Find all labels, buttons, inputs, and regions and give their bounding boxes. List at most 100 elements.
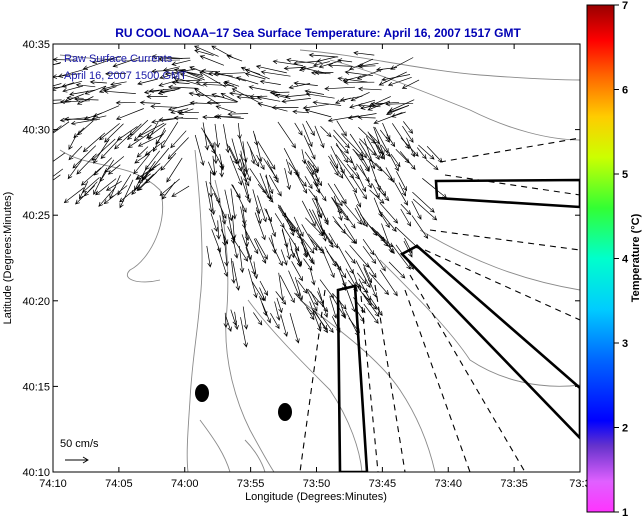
current-vector xyxy=(68,145,83,161)
current-vector xyxy=(330,145,345,175)
current-vector xyxy=(244,68,261,75)
current-vector xyxy=(53,168,64,177)
current-vector xyxy=(390,57,414,70)
current-vector xyxy=(320,207,329,226)
current-vector xyxy=(411,200,422,220)
current-vector xyxy=(328,63,353,68)
current-vector xyxy=(331,316,341,333)
current-vector xyxy=(390,153,401,168)
current-vector xyxy=(103,89,136,94)
current-vector xyxy=(302,123,313,148)
current-vector xyxy=(378,71,407,86)
current-vector xyxy=(148,87,180,94)
current-vector xyxy=(93,157,113,176)
current-vector xyxy=(141,166,156,180)
current-vector xyxy=(75,185,96,205)
current-vector xyxy=(136,146,149,158)
current-vector xyxy=(356,163,370,183)
current-vector xyxy=(377,144,386,160)
current-vector xyxy=(395,226,419,249)
current-vector xyxy=(171,185,190,197)
current-vector xyxy=(394,182,408,206)
current-vector xyxy=(363,295,380,318)
current-vector xyxy=(356,62,379,69)
current-vector xyxy=(375,162,393,181)
colorbar-tick-label: 7 xyxy=(622,0,628,12)
current-vector xyxy=(232,260,241,291)
current-vector xyxy=(368,272,390,296)
current-vector xyxy=(53,99,62,101)
current-vector xyxy=(309,268,316,286)
current-vector xyxy=(231,88,260,104)
current-vector xyxy=(160,121,179,149)
current-vector xyxy=(53,121,70,134)
current-vector xyxy=(75,82,96,88)
current-vector xyxy=(256,154,265,171)
current-vector xyxy=(72,145,97,169)
current-vector xyxy=(418,144,435,160)
current-vector xyxy=(171,59,191,66)
current-vector xyxy=(207,161,215,176)
current-vector xyxy=(248,268,258,299)
current-vector xyxy=(411,215,429,239)
current-vector xyxy=(406,137,416,158)
current-vector xyxy=(193,45,219,57)
current-vector xyxy=(335,142,348,164)
current-vector xyxy=(359,138,377,156)
bathymetry-contours xyxy=(59,49,580,472)
current-vector xyxy=(302,103,329,110)
x-tick-label: 73:40 xyxy=(434,478,462,490)
current-vector xyxy=(356,205,368,228)
current-vector xyxy=(306,166,319,187)
current-vector xyxy=(348,279,358,292)
current-vector xyxy=(151,117,184,124)
current-vector xyxy=(249,146,256,165)
x-tick-label: 74:00 xyxy=(171,478,199,490)
current-vector xyxy=(166,157,183,183)
current-vector xyxy=(211,229,222,253)
current-vector xyxy=(167,137,189,160)
colorbar-tick-label: 3 xyxy=(622,338,628,350)
current-vector xyxy=(338,246,354,275)
current-vector xyxy=(53,125,62,133)
current-vector xyxy=(385,101,414,107)
y-axis-ticks: 40:35 40:30 40:25 40:20 40:15 40:10 xyxy=(22,39,580,479)
current-vector xyxy=(64,116,95,122)
current-vector xyxy=(225,316,232,332)
current-vector xyxy=(356,171,367,193)
current-vector xyxy=(301,239,314,263)
current-vector xyxy=(110,81,127,87)
current-vector xyxy=(127,119,149,141)
current-vector xyxy=(349,133,367,159)
current-vector xyxy=(321,315,334,334)
current-vector xyxy=(244,228,259,255)
colorbar-label: Temperature (°C) xyxy=(630,213,642,302)
current-vector xyxy=(259,296,268,317)
current-vector xyxy=(254,212,266,241)
shipping-lane-dashed-lines xyxy=(299,137,580,472)
current-vector xyxy=(224,80,240,87)
current-vector xyxy=(149,147,170,172)
current-vector xyxy=(379,269,398,297)
current-vector xyxy=(311,173,321,194)
current-vector xyxy=(310,70,331,76)
current-vector xyxy=(296,174,308,194)
current-vector xyxy=(220,92,239,103)
current-vector xyxy=(336,263,347,288)
current-vector xyxy=(93,169,107,195)
current-vector xyxy=(330,154,339,169)
current-vector xyxy=(341,200,363,225)
current-vector xyxy=(385,167,395,184)
current-vector xyxy=(179,68,204,78)
current-vector xyxy=(400,203,412,216)
current-vector xyxy=(317,291,324,305)
current-vector xyxy=(359,153,370,171)
current-vector xyxy=(316,210,327,242)
current-vector xyxy=(387,105,409,114)
current-vector xyxy=(259,280,268,296)
current-vector xyxy=(378,211,390,229)
current-vector xyxy=(219,153,225,171)
current-vector xyxy=(256,207,262,225)
current-vector xyxy=(276,297,283,314)
current-vector xyxy=(425,159,439,171)
